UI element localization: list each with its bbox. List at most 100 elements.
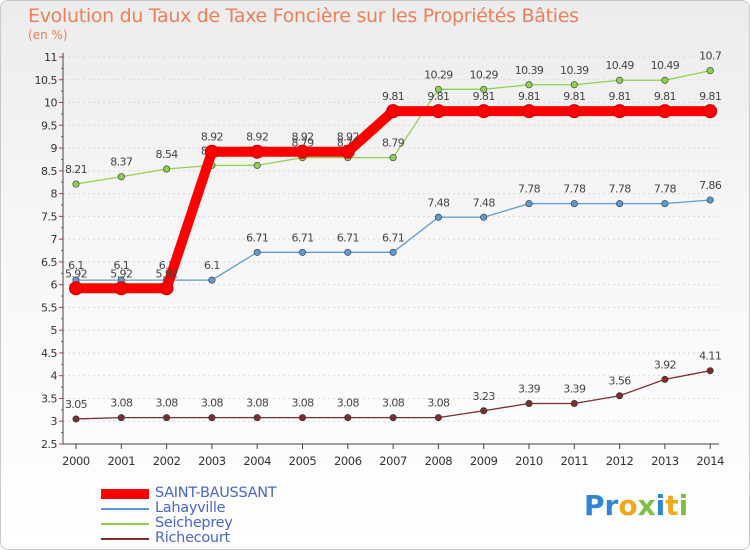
data-point	[570, 81, 578, 89]
y-tick-label: 8	[51, 188, 58, 201]
x-tick-label: 2003	[198, 454, 226, 468]
data-label: 8.79	[291, 137, 314, 150]
legend-label: SAINT-BAUSSANT	[155, 485, 277, 501]
x-tick-label: 2001	[107, 454, 135, 468]
data-label: 8.92	[201, 131, 223, 144]
data-label: 6.1	[113, 259, 129, 272]
data-label: 3.92	[654, 358, 676, 371]
y-tick-label: 4.5	[41, 347, 57, 360]
data-point	[298, 248, 306, 256]
y-tick-label: 8.5	[41, 165, 57, 178]
data-label: 3.08	[291, 397, 314, 410]
data-point	[706, 367, 714, 375]
data-point	[72, 415, 80, 423]
x-tick-label: 2004	[243, 454, 271, 468]
x-tick-label: 2007	[379, 454, 407, 468]
data-point	[163, 165, 171, 173]
y-tick-label: 4	[51, 370, 58, 383]
data-point	[295, 144, 310, 159]
data-point	[114, 281, 129, 296]
data-label: 6.71	[291, 231, 313, 244]
data-point	[480, 85, 488, 93]
data-label: 9.81	[699, 90, 721, 103]
data-point	[344, 414, 352, 422]
data-point	[661, 200, 669, 208]
data-point	[480, 213, 488, 221]
data-label: 10.39	[560, 64, 589, 77]
data-point	[661, 76, 669, 84]
y-tick-label: 3.5	[41, 392, 57, 405]
y-tick-label: 5	[51, 324, 58, 337]
legend-swatch	[101, 489, 149, 499]
data-point	[570, 200, 578, 208]
data-point	[567, 104, 582, 119]
data-label: 8.37	[110, 156, 133, 169]
data-label: 8.79	[382, 137, 405, 150]
data-point	[616, 76, 624, 84]
legend-label: Seicheprey	[155, 515, 233, 531]
data-label: 7.48	[427, 196, 450, 209]
chart-legend: SAINT-BAUSSANT Lahayville Seicheprey Richec…	[101, 486, 361, 546]
data-label: 6.1	[204, 259, 220, 272]
legend-label: Richecourt	[155, 530, 230, 546]
data-point	[570, 399, 578, 407]
data-label: 6.71	[337, 231, 359, 244]
data-label: 9.81	[609, 90, 631, 103]
legend-item: Lahayville	[101, 501, 361, 516]
x-tick-label: 2008	[425, 454, 453, 468]
data-point	[525, 81, 533, 89]
data-label: 8.92	[291, 131, 313, 144]
x-tick-label: 2012	[606, 454, 634, 468]
data-point	[208, 276, 216, 284]
data-label: 9.81	[563, 90, 585, 103]
data-label: 9.81	[427, 90, 449, 103]
data-point	[389, 414, 397, 422]
data-label: 3.05	[65, 398, 88, 411]
chart-title: Evolution du Taux de Taxe Foncière sur l…	[28, 5, 579, 27]
y-tick-label: 5.5	[41, 301, 57, 314]
data-label: 3.39	[563, 382, 586, 395]
data-point	[616, 392, 624, 400]
data-point	[525, 399, 533, 407]
data-point	[706, 67, 714, 75]
data-point	[612, 104, 627, 119]
y-tick-label: 10.5	[35, 74, 58, 87]
data-point	[522, 104, 536, 119]
data-label: 9.81	[518, 90, 540, 103]
data-point	[159, 281, 174, 296]
y-tick-label: 9.5	[41, 119, 57, 132]
data-label: 10.29	[424, 68, 453, 81]
data-point	[480, 407, 488, 415]
data-label: 7.78	[609, 183, 632, 196]
y-tick-label: 2.5	[41, 438, 57, 451]
data-point	[434, 85, 442, 93]
data-point	[253, 248, 261, 256]
y-tick-label: 6.5	[41, 256, 57, 269]
data-point	[253, 414, 261, 422]
data-point	[434, 414, 442, 422]
data-point	[298, 414, 306, 422]
data-point	[69, 281, 83, 296]
data-label: 7.78	[518, 183, 541, 196]
data-point	[661, 375, 669, 383]
data-label: 4.11	[699, 350, 721, 363]
x-tick-label: 2014	[696, 454, 724, 468]
data-point	[703, 104, 718, 119]
data-label: 9.81	[654, 90, 676, 103]
y-tick-label: 10	[44, 97, 57, 110]
x-tick-label: 2006	[334, 454, 362, 468]
x-tick-label: 2000	[62, 454, 90, 468]
legend-item: SAINT-BAUSSANT	[101, 486, 361, 501]
data-label: 3.08	[156, 397, 179, 410]
data-label: 7.86	[699, 179, 722, 192]
data-label: 3.23	[473, 390, 496, 403]
data-point	[389, 154, 397, 162]
data-label: 10.7	[699, 50, 722, 63]
legend-item: Richecourt	[101, 531, 361, 546]
data-point	[72, 180, 80, 188]
chart-unit-label: (en %)	[28, 28, 68, 42]
y-tick-label: 6	[51, 279, 58, 292]
data-point	[117, 173, 125, 181]
data-label: 10.29	[469, 68, 498, 81]
legend-label: Lahayville	[155, 500, 226, 516]
